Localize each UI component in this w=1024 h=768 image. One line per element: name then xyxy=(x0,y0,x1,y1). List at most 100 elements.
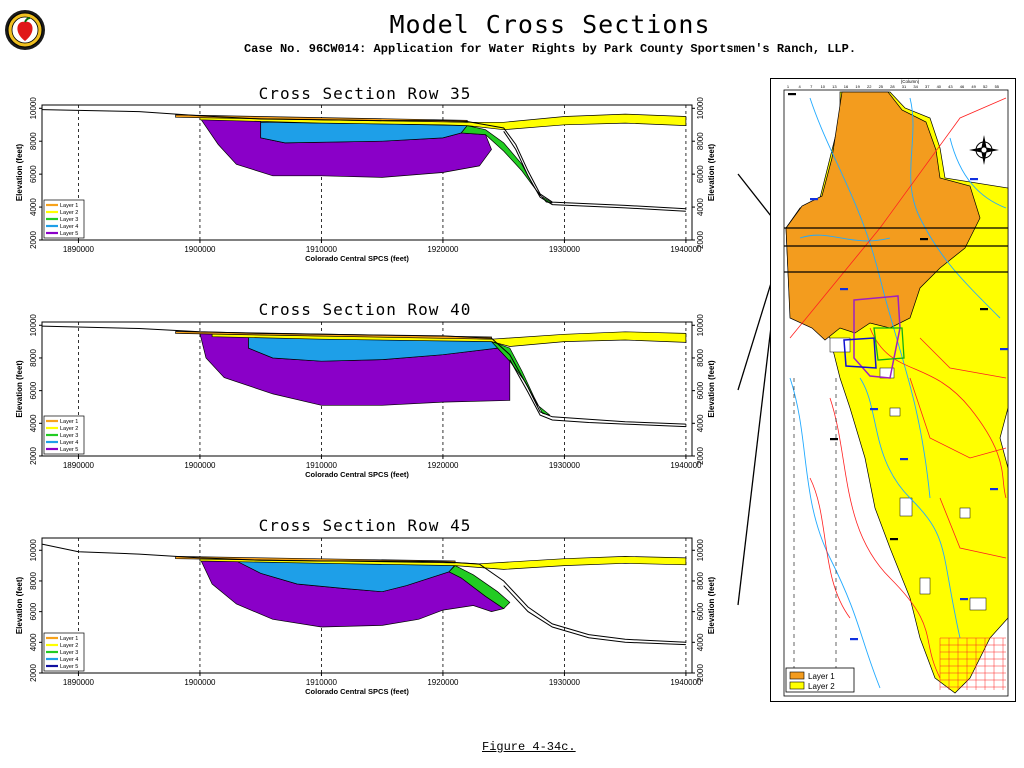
map-hole xyxy=(959,507,971,519)
legend-label-layer-4: Layer 4 xyxy=(60,657,78,663)
map-legend-label-1: Layer 1 xyxy=(808,672,835,681)
map-stream xyxy=(799,234,891,242)
y-tick-label-left: 8000 xyxy=(29,349,38,367)
legend-label-layer-4: Layer 4 xyxy=(60,224,78,230)
y-tick-label-left: 4000 xyxy=(29,198,38,216)
y-axis-label-left: Elevation (feet) xyxy=(15,576,24,634)
map-column-tick: 7 xyxy=(810,84,813,89)
y-tick-label-right: 8000 xyxy=(696,572,705,590)
series-area-layer-3 xyxy=(491,341,551,416)
x-tick-label: 1910000 xyxy=(306,461,338,470)
ground-surface-line xyxy=(41,325,686,425)
y-tick-label-right: 6000 xyxy=(696,165,705,183)
map-basin-outline xyxy=(873,327,905,361)
map-column-tick: 13 xyxy=(832,84,837,89)
y-tick-label-left: 2000 xyxy=(29,664,38,682)
x-axis-label: Colorado Central SPCS (feet) xyxy=(305,687,409,696)
y-tick-label-left: 10000 xyxy=(29,314,38,337)
x-tick-label: 1910000 xyxy=(306,245,338,254)
x-tick-label: 1920000 xyxy=(427,678,459,687)
y-tick-label-right: 6000 xyxy=(696,602,705,620)
x-tick-label: 1910000 xyxy=(306,678,338,687)
map-stream xyxy=(949,137,1007,209)
x-tick-label: 1930000 xyxy=(549,678,581,687)
map-well-marker xyxy=(788,93,796,96)
y-tick-label-right: 4000 xyxy=(696,633,705,651)
map-road xyxy=(909,377,1007,459)
map-road xyxy=(939,497,1007,559)
map-well-marker xyxy=(900,458,908,461)
map-column-tick: 52 xyxy=(983,84,988,89)
chart-title: Cross Section Row 45 xyxy=(259,516,472,535)
y-tick-label-left: 6000 xyxy=(29,602,38,620)
y-tick-label-right: 8000 xyxy=(696,132,705,150)
apple-seal-icon xyxy=(5,10,45,50)
y-tick-label-left: 6000 xyxy=(29,165,38,183)
y-tick-label-right: 4000 xyxy=(696,414,705,432)
map-road xyxy=(789,97,1007,339)
y-tick-label-left: 4000 xyxy=(29,414,38,432)
map-column-tick: 4 xyxy=(798,84,801,89)
y-tick-label-right: 2000 xyxy=(696,231,705,249)
map-column-tick: 22 xyxy=(867,84,872,89)
x-tick-label: 1890000 xyxy=(63,678,95,687)
cross-section-chart-1: Cross Section Row 35 1890000 1900000 191000… xyxy=(15,84,716,263)
y-tick-label-left: 10000 xyxy=(29,539,38,562)
y-tick-label-left: 6000 xyxy=(29,381,38,399)
legend-label-layer-2: Layer 2 xyxy=(60,426,78,432)
map-stream xyxy=(859,377,961,639)
map-well-marker xyxy=(850,638,858,641)
y-tick-label-left: 8000 xyxy=(29,132,38,150)
layer-bottom-line xyxy=(509,359,686,428)
cross-section-chart-2: Cross Section Row 40 1890000 1900000 191000… xyxy=(15,300,716,479)
y-tick-label-right: 10000 xyxy=(696,539,705,562)
legend-label-layer-1: Layer 1 xyxy=(60,203,78,209)
x-tick-label: 1900000 xyxy=(184,678,216,687)
cross-section-charts: Cross Section Row 35 1890000 1900000 191000… xyxy=(15,84,716,696)
map-well-marker xyxy=(1000,348,1008,351)
x-tick-label: 1900000 xyxy=(184,461,216,470)
map-well-marker xyxy=(980,308,988,311)
map-well-marker xyxy=(870,408,878,411)
y-axis-label-right: Elevation (feet) xyxy=(707,143,716,201)
compass-rose-icon xyxy=(969,135,999,165)
y-tick-label-left: 4000 xyxy=(29,633,38,651)
map-column-tick: 1 xyxy=(787,84,790,89)
map-well-marker xyxy=(810,198,818,201)
map-legend-label-2: Layer 2 xyxy=(808,682,835,691)
map-stream xyxy=(789,377,881,689)
x-tick-label: 1890000 xyxy=(63,245,95,254)
map-hole xyxy=(899,497,913,517)
cross-section-chart-3: Cross Section Row 45 1890000 1900000 191000… xyxy=(15,516,716,696)
map-hole xyxy=(969,597,987,611)
map-stream xyxy=(809,97,931,499)
layer-bottom-line xyxy=(503,585,686,646)
y-tick-label-right: 2000 xyxy=(696,447,705,465)
y-tick-label-right: 8000 xyxy=(696,349,705,367)
figure-caption: Figure 4-34c. xyxy=(482,740,576,754)
x-axis-label: Colorado Central SPCS (feet) xyxy=(305,254,409,263)
map-well-marker xyxy=(890,538,898,541)
map-legend: Layer 1 Layer 2 xyxy=(785,667,855,693)
layer-bottom-line xyxy=(503,131,686,212)
y-tick-label-left: 10000 xyxy=(29,97,38,120)
map-column-tick: 10 xyxy=(821,84,826,89)
map-road xyxy=(809,477,851,619)
map-column-tick: 55 xyxy=(995,84,1000,89)
map-well-marker xyxy=(990,488,998,491)
x-tick-label: 1890000 xyxy=(63,461,95,470)
legend-label-layer-4: Layer 4 xyxy=(60,440,78,446)
page-subtitle: Case No. 96CW014: Application for Water … xyxy=(243,42,857,56)
map-well-marker xyxy=(840,288,848,291)
y-axis-label-left: Elevation (feet) xyxy=(15,360,24,418)
legend-label-layer-3: Layer 3 xyxy=(60,650,78,656)
legend-label-layer-1: Layer 1 xyxy=(60,636,78,642)
map-well-marker xyxy=(920,238,928,241)
map-column-tick: 34 xyxy=(913,84,918,89)
map-column-tick: 28 xyxy=(890,84,895,89)
map-hole xyxy=(889,407,901,417)
map-well-marker xyxy=(960,598,968,601)
map-column-tick: 16 xyxy=(844,84,849,89)
